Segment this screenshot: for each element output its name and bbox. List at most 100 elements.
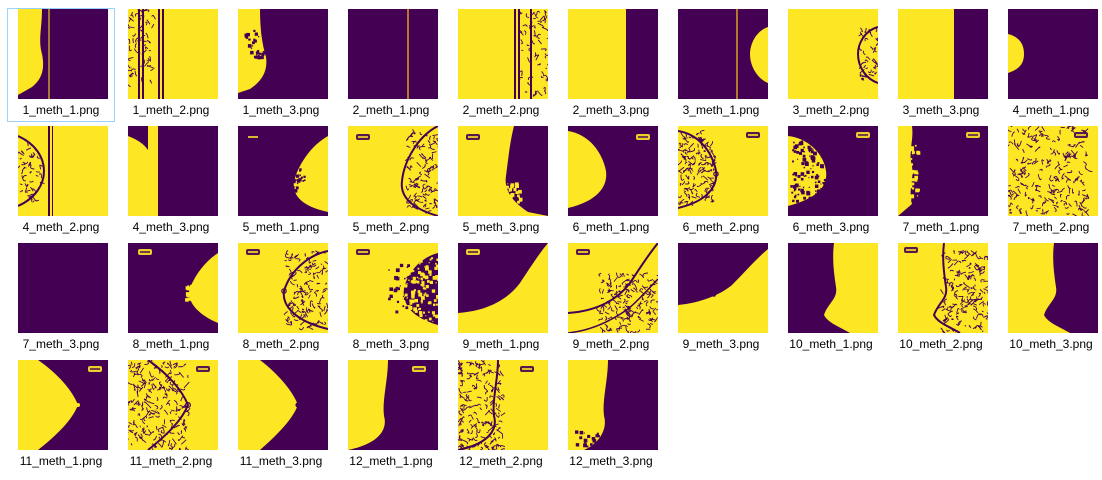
image-thumbnail[interactable]: [18, 126, 108, 216]
image-thumbnail[interactable]: [348, 360, 438, 450]
file-item[interactable]: 5_meth_1.png: [227, 125, 335, 239]
image-thumbnail[interactable]: [238, 9, 328, 99]
image-thumbnail[interactable]: [348, 243, 438, 333]
file-item[interactable]: 6_meth_2.png: [667, 125, 775, 239]
image-thumbnail[interactable]: [238, 126, 328, 216]
file-item[interactable]: 11_meth_3.png: [227, 359, 335, 473]
file-name-label: 6_meth_3.png: [792, 220, 870, 234]
image-thumbnail[interactable]: [128, 243, 218, 333]
image-thumbnail[interactable]: [18, 243, 108, 333]
file-item[interactable]: 1_meth_2.png: [117, 8, 225, 122]
image-thumbnail[interactable]: [1008, 126, 1098, 216]
image-thumbnail[interactable]: [458, 9, 548, 99]
image-thumbnail[interactable]: [788, 126, 878, 216]
file-name-label: 6_meth_2.png: [682, 220, 760, 234]
file-item[interactable]: 10_meth_3.png: [997, 242, 1102, 356]
image-thumbnail[interactable]: [898, 9, 988, 99]
file-name-label: 10_meth_1.png: [789, 337, 873, 351]
file-item[interactable]: 10_meth_1.png: [777, 242, 885, 356]
image-thumbnail[interactable]: [348, 9, 438, 99]
file-item[interactable]: 1_meth_3.png: [227, 8, 335, 122]
file-item[interactable]: 6_meth_3.png: [777, 125, 885, 239]
image-thumbnail[interactable]: [678, 9, 768, 99]
file-item[interactable]: 9_meth_1.png: [447, 242, 555, 356]
image-thumbnail[interactable]: [458, 243, 548, 333]
file-name-label: 3_meth_1.png: [682, 103, 760, 117]
image-thumbnail[interactable]: [568, 243, 658, 333]
image-thumbnail[interactable]: [568, 9, 658, 99]
file-name-label: 5_meth_1.png: [242, 220, 320, 234]
file-item[interactable]: 9_meth_2.png: [557, 242, 665, 356]
file-item[interactable]: 3_meth_3.png: [887, 8, 995, 122]
file-item[interactable]: 6_meth_1.png: [557, 125, 665, 239]
file-item[interactable]: 12_meth_3.png: [557, 359, 665, 473]
image-thumbnail[interactable]: [1008, 9, 1098, 99]
file-name-label: 9_meth_1.png: [462, 337, 540, 351]
file-name-label: 3_meth_2.png: [792, 103, 870, 117]
file-item[interactable]: 4_meth_1.png: [997, 8, 1102, 122]
file-name-label: 2_meth_3.png: [572, 103, 650, 117]
file-name-label: 9_meth_2.png: [572, 337, 650, 351]
image-thumbnail[interactable]: [458, 126, 548, 216]
image-thumbnail[interactable]: [788, 243, 878, 333]
file-item[interactable]: 3_meth_1.png: [667, 8, 775, 122]
file-item[interactable]: 2_meth_2.png: [447, 8, 555, 122]
image-thumbnail[interactable]: [568, 126, 658, 216]
file-item[interactable]: 4_meth_3.png: [117, 125, 225, 239]
file-name-label: 3_meth_3.png: [902, 103, 980, 117]
image-thumbnail[interactable]: [348, 126, 438, 216]
file-item[interactable]: 7_meth_1.png: [887, 125, 995, 239]
image-thumbnail[interactable]: [788, 9, 878, 99]
image-thumbnail[interactable]: [128, 126, 218, 216]
file-item[interactable]: 8_meth_1.png: [117, 242, 225, 356]
file-item[interactable]: 5_meth_3.png: [447, 125, 555, 239]
file-name-label: 6_meth_1.png: [572, 220, 650, 234]
file-name-label: 4_meth_1.png: [1012, 103, 1090, 117]
file-name-label: 2_meth_2.png: [462, 103, 540, 117]
file-item[interactable]: 4_meth_2.png: [7, 125, 115, 239]
file-item[interactable]: 9_meth_3.png: [667, 242, 775, 356]
file-item[interactable]: 8_meth_3.png: [337, 242, 445, 356]
file-name-label: 5_meth_3.png: [462, 220, 540, 234]
file-name-label: 12_meth_2.png: [459, 454, 543, 468]
image-thumbnail[interactable]: [238, 360, 328, 450]
file-item[interactable]: 2_meth_3.png: [557, 8, 665, 122]
file-name-label: 10_meth_3.png: [1009, 337, 1093, 351]
file-item[interactable]: 11_meth_1.png: [7, 359, 115, 473]
image-thumbnail[interactable]: [898, 243, 988, 333]
file-item[interactable]: 7_meth_3.png: [7, 242, 115, 356]
file-item[interactable]: 7_meth_2.png: [997, 125, 1102, 239]
file-item[interactable]: 11_meth_2.png: [117, 359, 225, 473]
file-item[interactable]: 5_meth_2.png: [337, 125, 445, 239]
file-item[interactable]: 8_meth_2.png: [227, 242, 335, 356]
file-item[interactable]: 1_meth_1.png: [7, 8, 115, 122]
file-name-label: 5_meth_2.png: [352, 220, 430, 234]
file-name-label: 1_meth_1.png: [22, 103, 100, 117]
image-thumbnail[interactable]: [18, 360, 108, 450]
file-item[interactable]: 2_meth_1.png: [337, 8, 445, 122]
image-thumbnail[interactable]: [1008, 243, 1098, 333]
file-item[interactable]: 3_meth_2.png: [777, 8, 885, 122]
image-thumbnail[interactable]: [18, 9, 108, 99]
file-name-label: 9_meth_3.png: [682, 337, 760, 351]
image-thumbnail[interactable]: [238, 243, 328, 333]
file-name-label: 11_meth_3.png: [239, 454, 323, 468]
image-thumbnail[interactable]: [898, 126, 988, 216]
image-thumbnail[interactable]: [568, 360, 658, 450]
image-thumbnail[interactable]: [678, 243, 768, 333]
file-name-label: 11_meth_1.png: [19, 454, 103, 468]
file-name-label: 2_meth_1.png: [352, 103, 430, 117]
image-thumbnail[interactable]: [128, 360, 218, 450]
image-thumbnail[interactable]: [128, 9, 218, 99]
file-name-label: 8_meth_1.png: [132, 337, 210, 351]
file-item[interactable]: 10_meth_2.png: [887, 242, 995, 356]
image-thumbnail[interactable]: [458, 360, 548, 450]
image-thumbnail[interactable]: [678, 126, 768, 216]
file-name-label: 12_meth_3.png: [569, 454, 653, 468]
file-item[interactable]: 12_meth_1.png: [337, 359, 445, 473]
file-name-label: 8_meth_2.png: [242, 337, 320, 351]
file-name-label: 7_meth_1.png: [902, 220, 980, 234]
file-name-label: 1_meth_2.png: [132, 103, 210, 117]
file-item[interactable]: 12_meth_2.png: [447, 359, 555, 473]
